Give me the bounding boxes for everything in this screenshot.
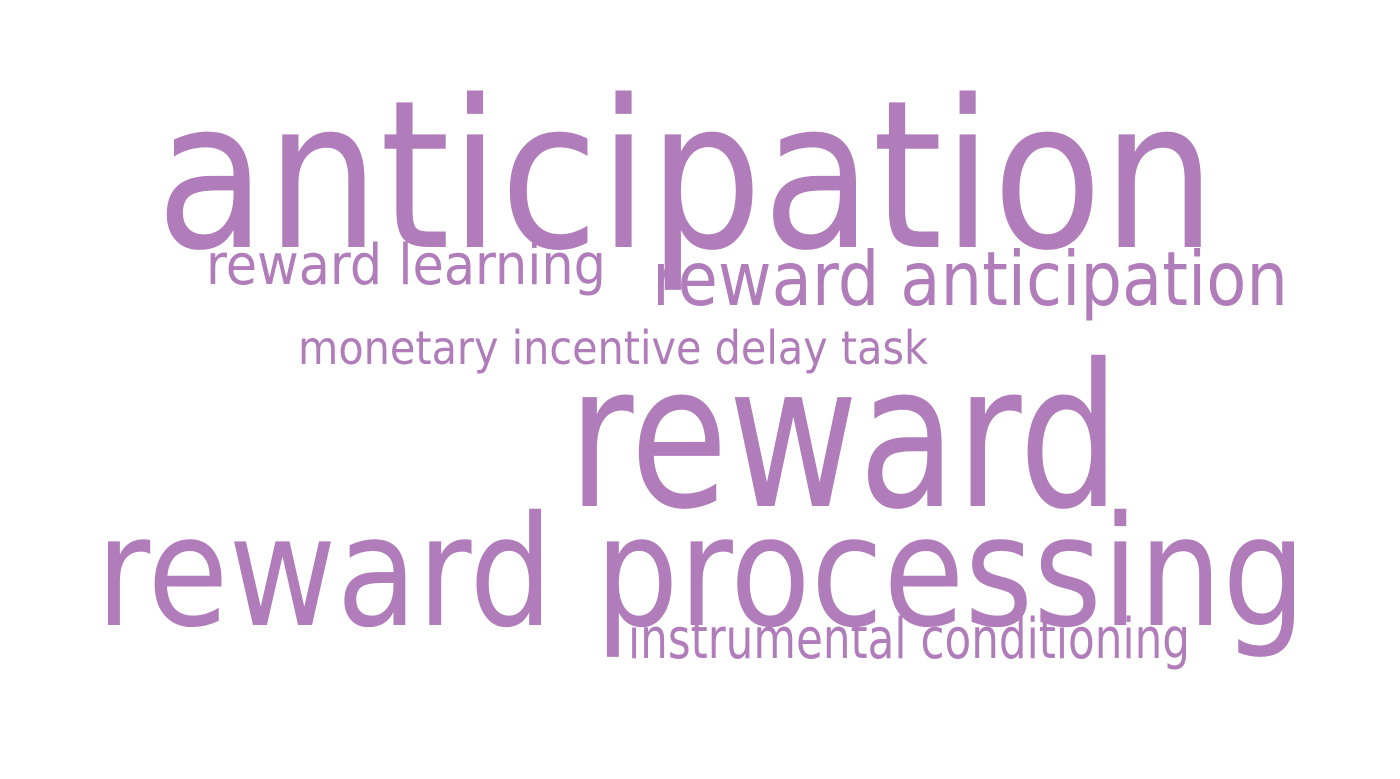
- word-anticipation: anticipation: [156, 56, 1217, 296]
- word-monetary-incentive-delay-task: monetary incentive delay task: [298, 321, 929, 375]
- word-reward-processing: reward processing: [96, 484, 1307, 662]
- word-reward-learning: reward learning: [206, 233, 606, 298]
- word-instrumental-conditioning: instrumental conditioning: [628, 607, 1191, 672]
- word-reward: reward: [568, 321, 1120, 553]
- word-reward-anticipation: reward anticipation: [652, 235, 1289, 323]
